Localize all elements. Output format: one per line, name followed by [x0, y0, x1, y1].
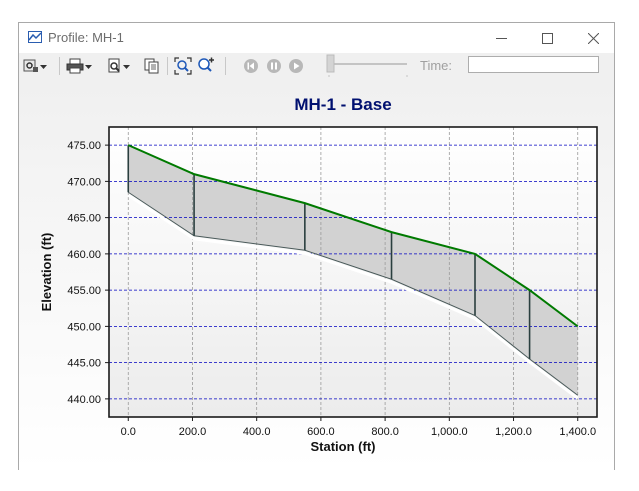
y-tick-label: 460.00: [67, 249, 101, 261]
profile-chart: MH-1 - Base 0.0 200.0 400.0 600.0 800.0 1,000.…: [39, 95, 598, 454]
pause-button[interactable]: [266, 57, 282, 75]
print-button[interactable]: [66, 57, 93, 75]
title-bar: Profile: MH-1: [19, 23, 614, 53]
x-tick-label: 200.0: [179, 426, 207, 438]
print-icon: [66, 58, 84, 74]
x-tick-label: 600.0: [307, 426, 335, 438]
pipe-crown-highlight: [127, 193, 579, 400]
x-axis-label: Station (ft): [311, 439, 376, 454]
y-tick-label: 440.00: [67, 394, 101, 406]
print-preview-button[interactable]: [108, 57, 131, 75]
copy-icon: [144, 58, 159, 74]
zoom-in-icon: [198, 57, 214, 72]
maximize-button[interactable]: [524, 23, 570, 53]
chevron-down-icon: [85, 65, 92, 69]
close-button[interactable]: [570, 23, 616, 53]
toolbar-separator: [59, 57, 60, 75]
y-tick-label: 450.00: [67, 321, 101, 333]
y-axis-label: Elevation (ft): [39, 233, 54, 312]
y-tick-label: 445.00: [67, 358, 101, 370]
x-tick-label: 1,400.0: [559, 426, 596, 438]
zoom-extents-icon: [174, 57, 192, 75]
time-input[interactable]: [468, 56, 599, 73]
minimize-icon: [495, 37, 507, 39]
time-slider[interactable]: [325, 53, 409, 79]
profile-area-fill: [128, 145, 578, 396]
x-tick-label: 1,000.0: [431, 426, 468, 438]
toolbar-separator: [225, 57, 226, 75]
print-preview-icon: [108, 58, 120, 73]
close-icon: [587, 32, 599, 44]
first-frame-button[interactable]: [243, 57, 259, 75]
toolbar: Time:: [19, 53, 614, 79]
profile-window: Profile: MH-1: [18, 22, 615, 470]
chart-area: MH-1 - Base 0.0 200.0 400.0 600.0 800.0 1,000.…: [19, 79, 614, 470]
y-tick-label: 470.00: [67, 176, 101, 188]
y-tick-label: 475.00: [67, 140, 101, 152]
profile-app-icon: [28, 31, 42, 43]
zoom-extents-button[interactable]: [174, 57, 192, 75]
series-ground-line: [127, 144, 579, 328]
x-tick-label: 400.0: [243, 426, 271, 438]
maximize-icon: [541, 32, 553, 44]
chart-title: MH-1 - Base: [294, 95, 391, 114]
settings-button[interactable]: [23, 57, 48, 75]
time-label: Time:: [420, 58, 453, 73]
chevron-down-icon: [40, 65, 47, 69]
toolbar-separator: [167, 57, 168, 75]
chevron-down-icon: [123, 65, 130, 69]
play-button[interactable]: [288, 57, 304, 75]
minimize-button[interactable]: [478, 23, 524, 53]
window-title: Profile: MH-1: [48, 30, 124, 45]
x-tick-label: 0.0: [121, 426, 136, 438]
first-frame-icon: [244, 59, 258, 73]
slider-thumb[interactable]: [326, 54, 335, 73]
y-tick-label: 465.00: [67, 213, 101, 225]
settings-icon: [23, 59, 38, 72]
plot-frame: [108, 126, 598, 418]
y-tick-label: 455.00: [67, 285, 101, 297]
zoom-in-button[interactable]: [197, 57, 215, 75]
x-tick-label: 800.0: [371, 426, 399, 438]
x-tick-label: 1,200.0: [495, 426, 532, 438]
play-icon: [289, 59, 303, 73]
copy-button[interactable]: [144, 57, 160, 75]
pause-icon: [267, 59, 281, 73]
